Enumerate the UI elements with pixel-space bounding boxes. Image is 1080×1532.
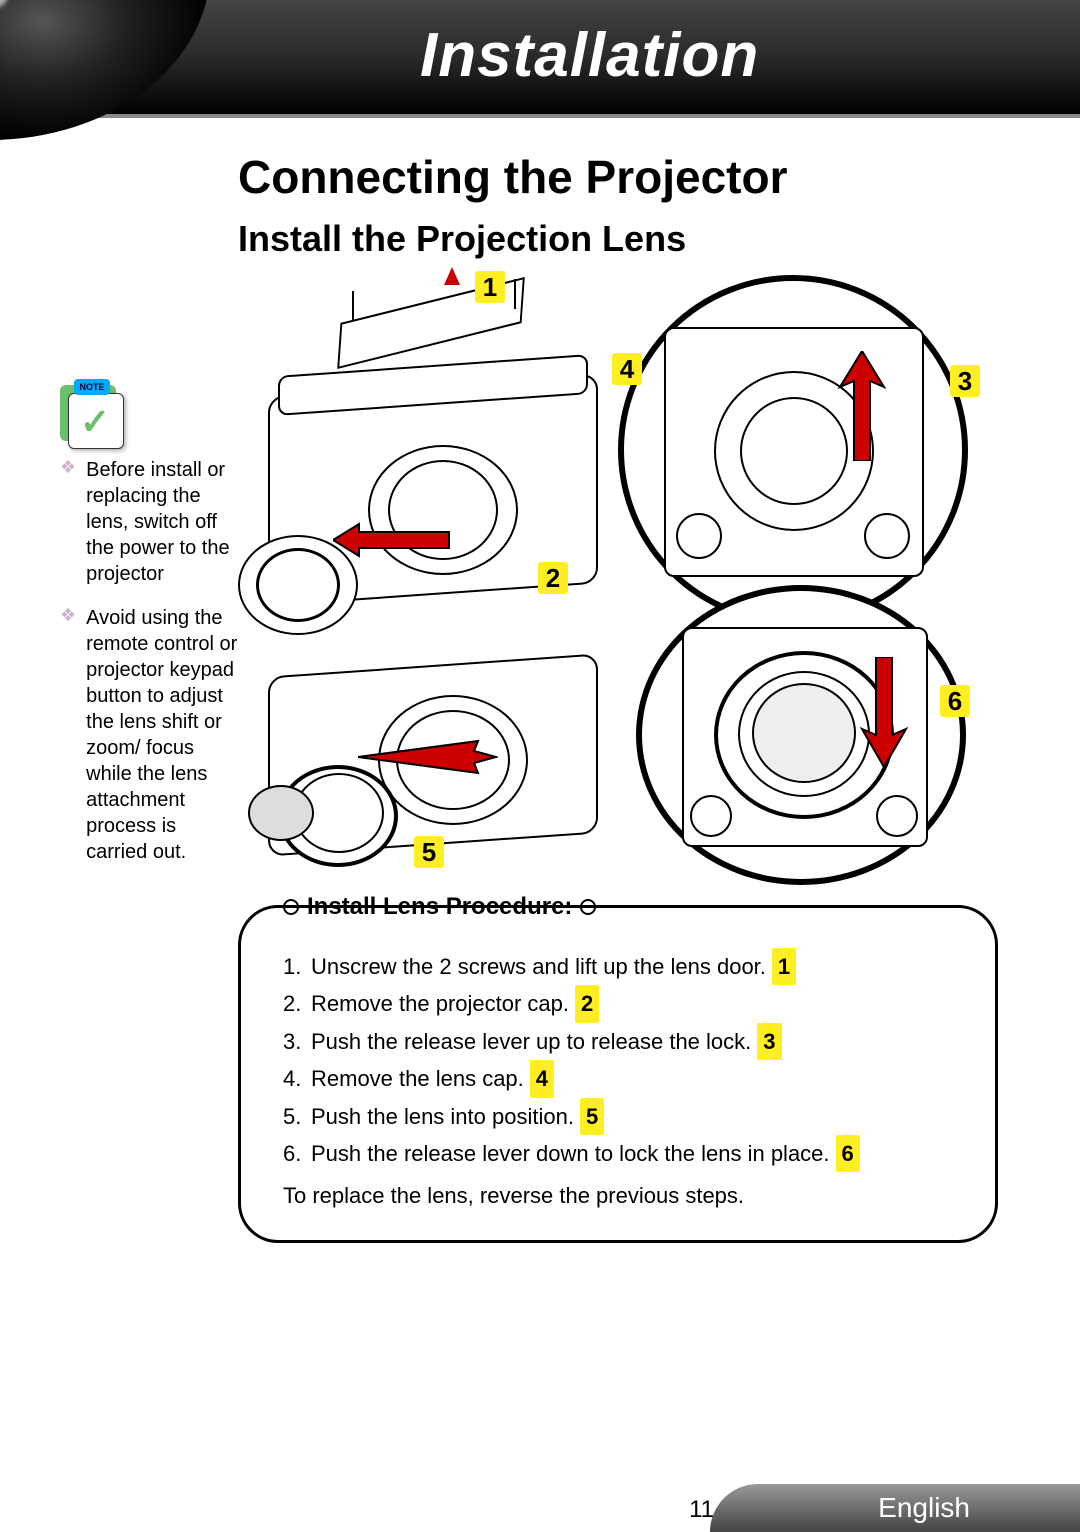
section-title: Connecting the Projector — [238, 150, 787, 204]
procedure-step: 4.Remove the lens cap.4 — [283, 1060, 963, 1097]
inline-badge: 5 — [580, 1098, 604, 1135]
arrow-red-icon — [856, 657, 926, 767]
header-title: Installation — [420, 20, 759, 91]
arrow-red-icon — [333, 520, 453, 560]
callout-6: 6 — [940, 685, 970, 717]
procedure-list: 1.Unscrew the 2 screws and lift up the l… — [283, 948, 963, 1172]
procedure-step: 5.Push the lens into position.5 — [283, 1098, 963, 1135]
inline-badge: 3 — [757, 1023, 781, 1060]
procedure-step: 6.Push the release lever down to lock th… — [283, 1135, 963, 1172]
callout-2: 2 — [538, 562, 568, 594]
note-item: ❖ Avoid using the remote control or proj… — [60, 605, 238, 865]
note-text: Avoid using the remote control or projec… — [86, 605, 238, 865]
procedure-tail: To replace the lens, reverse the previou… — [283, 1178, 963, 1213]
note-item: ❖ Before install or replacing the lens, … — [60, 457, 238, 587]
note-block: NOTE ✓ ❖ Before install or replacing the… — [60, 385, 238, 883]
note-icon: NOTE ✓ — [60, 385, 128, 445]
procedure-box: 1.Unscrew the 2 screws and lift up the l… — [238, 905, 998, 1243]
procedure-step: 1.Unscrew the 2 screws and lift up the l… — [283, 948, 963, 985]
callout-4: 4 — [612, 353, 642, 385]
inline-badge: 1 — [772, 948, 796, 985]
footer-language: English — [878, 1492, 970, 1524]
callout-5: 5 — [414, 836, 444, 868]
callout-1: 1 — [475, 271, 505, 303]
bullet-icon: ❖ — [60, 605, 76, 865]
note-text: Before install or replacing the lens, sw… — [86, 457, 238, 587]
procedure-step: 3.Push the release lever up to release t… — [283, 1023, 963, 1060]
footer-bar: 11 English — [0, 1464, 1080, 1532]
arrow-red-icon — [358, 735, 498, 779]
inline-badge: 2 — [575, 985, 599, 1022]
arrow-red-icon — [834, 351, 904, 461]
diagram-area: 1 2 3 4 5 6 — [238, 265, 998, 885]
inline-badge: 6 — [836, 1135, 860, 1172]
procedure-step: 2.Remove the projector cap.2 — [283, 985, 963, 1022]
inline-badge: 4 — [530, 1060, 554, 1097]
header-bar: Installation — [0, 0, 1080, 118]
check-icon: ✓ — [80, 399, 110, 446]
note-badge: NOTE — [74, 379, 110, 395]
lens-corner-graphic — [0, 0, 210, 140]
subsection-title: Install the Projection Lens — [238, 218, 686, 260]
callout-3: 3 — [950, 365, 980, 397]
bullet-icon: ❖ — [60, 457, 76, 587]
footer-page: 11 — [689, 1496, 714, 1524]
